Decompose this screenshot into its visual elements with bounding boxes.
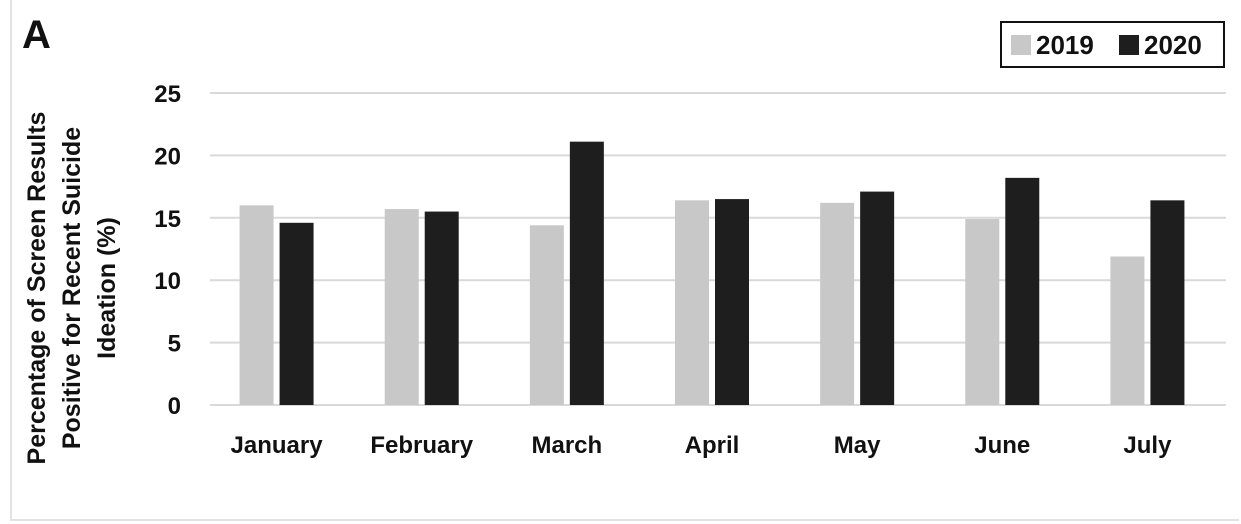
bar-2020-may (860, 191, 895, 405)
legend-swatch-2020 (1119, 35, 1139, 55)
x-category-label: May (834, 432, 881, 459)
bars (239, 141, 1185, 405)
x-category-label: February (370, 432, 473, 459)
y-axis-label-line-2: Positive for Recent Suicide (58, 127, 86, 449)
bar-2019-june (965, 219, 1000, 405)
bar-2019-april (675, 200, 709, 405)
x-category-label: June (974, 432, 1030, 459)
bar-2019-may (820, 202, 855, 405)
legend-label-2020: 2020 (1144, 30, 1202, 60)
bar-2019-february (384, 209, 419, 405)
bar-2019-march (529, 225, 564, 405)
bar-2019-january (239, 205, 274, 405)
y-tick-label: 20 (154, 143, 181, 170)
x-category-label: July (1123, 432, 1172, 459)
bar-2020-march (569, 141, 604, 405)
y-tick-label: 25 (154, 81, 181, 108)
x-category-label: April (685, 432, 740, 459)
y-tick-label: 15 (154, 206, 181, 233)
bar-2019-july (1110, 256, 1145, 405)
y-tick-label: 10 (154, 268, 181, 295)
bar-2020-june (1005, 177, 1040, 405)
legend-label-2019: 2019 (1036, 30, 1094, 60)
y-axis-label-line-3: Ideation (%) (93, 217, 121, 359)
bar-2020-january (279, 222, 314, 405)
bar-2020-april (715, 199, 749, 405)
figure-frame (10, 0, 1239, 521)
y-axis-label: Percentage of Screen Results Positive fo… (23, 112, 121, 465)
panel-label: A (22, 13, 51, 57)
x-category-labels: January February March April May June July (231, 432, 1173, 459)
bar-2020-february (424, 211, 459, 405)
y-axis-label-line-1: Percentage of Screen Results (23, 112, 51, 465)
y-tick-label: 5 (168, 331, 181, 358)
y-tick-label: 0 (168, 393, 181, 420)
legend-swatch-2019 (1011, 35, 1031, 55)
y-tick-labels: 0 5 10 15 20 25 (154, 81, 181, 420)
x-category-label: March (532, 432, 603, 459)
x-category-label: January (231, 432, 324, 459)
bar-2020-july (1150, 200, 1185, 405)
legend-box (1000, 21, 1225, 68)
legend: 2019 2020 (1000, 21, 1225, 68)
